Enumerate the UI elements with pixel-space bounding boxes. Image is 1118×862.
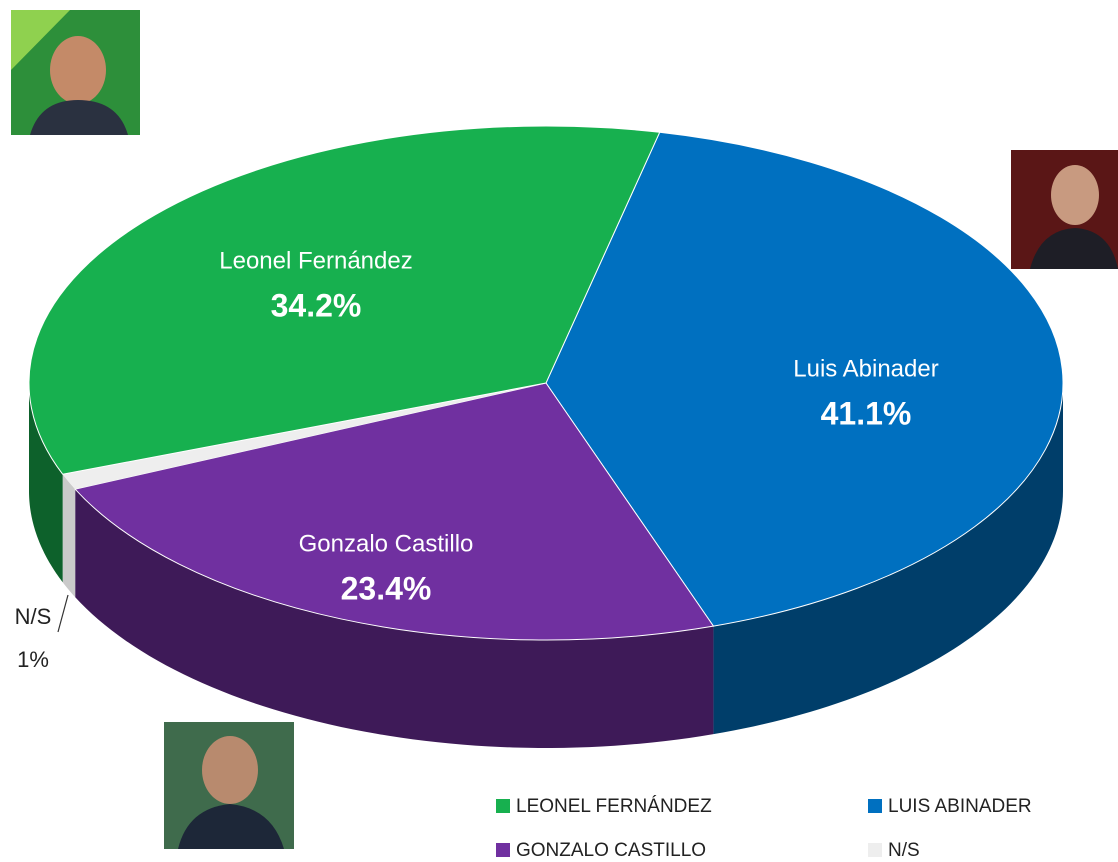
slice-label: Gonzalo Castillo [299,530,474,557]
slice-label: Luis Abinader [793,355,938,382]
legend-swatch [496,843,510,857]
legend-swatch [496,799,510,813]
legend-label: LUIS ABINADER [888,796,1032,817]
slice-tops [29,126,1063,640]
leader-line [58,595,68,632]
legend-label: LEONEL FERNÁNDEZ [516,796,712,817]
slice-label: Leonel Fernández [219,247,412,274]
value-label: 23.4% [341,570,432,606]
legend-label: GONZALO CASTILLO [516,840,706,861]
value-label: 41.1% [821,395,912,431]
slice-label: N/S [15,604,52,629]
value-label: 34.2% [271,287,362,323]
photo-luis [1011,150,1118,269]
legend-label: N/S [888,840,920,861]
chart: Leonel Fernández 34.2% Luis Abinader 41.1% G… [0,0,1118,862]
legend-swatch [868,799,882,813]
legend-swatch [868,843,882,857]
value-label: 1% [17,647,49,672]
photo-gonzalo [164,722,294,849]
slice-side [63,474,76,597]
photo-leonel [11,10,140,135]
